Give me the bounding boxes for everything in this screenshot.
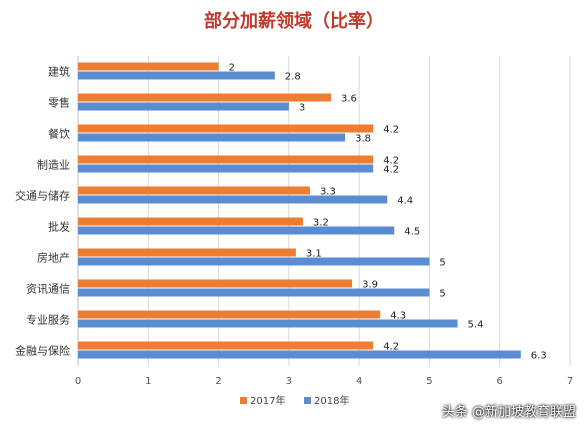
legend: 2017年 2018年	[240, 394, 349, 407]
data-label-2018年-6: 5	[439, 258, 445, 269]
x-tick-labels: 0 1 2 3 4 5 6 7	[75, 376, 573, 387]
category-label-8: 专业服务	[26, 313, 70, 327]
category-label-2: 餐饮	[48, 127, 70, 141]
bar-2018年-3	[78, 164, 374, 173]
x-tick-3: 3	[286, 376, 292, 387]
category-label-7: 资讯通信	[26, 283, 70, 296]
x-tick-2: 2	[215, 376, 221, 387]
category-label-3: 制造业	[37, 158, 70, 172]
x-tick-1: 1	[145, 376, 151, 387]
data-label-2018年-2: 3.8	[355, 134, 371, 145]
data-label-2018年-0: 2.8	[285, 72, 301, 83]
data-label-2017年-8: 4.3	[390, 311, 406, 322]
data-label-2017年-2: 4.2	[383, 125, 399, 136]
data-label-2018年-4: 4.4	[397, 196, 413, 207]
legend-swatch-1	[304, 397, 311, 404]
x-tick-4: 4	[356, 376, 362, 387]
data-label-2017年-6: 3.1	[306, 249, 322, 260]
data-label-2018年-3: 4.2	[383, 165, 399, 176]
bar-2017年-5	[78, 217, 303, 226]
bar-2018年-2	[78, 133, 346, 142]
category-label-4: 交通与储存	[15, 189, 70, 203]
data-label-2017年-4: 3.3	[320, 187, 336, 198]
bar-2017年-3	[78, 155, 374, 164]
data-label-2017年-9: 4.2	[383, 342, 399, 353]
bar-2018年-6	[78, 257, 430, 266]
data-label-2017年-5: 3.2	[313, 218, 329, 229]
bar-2017年-1	[78, 93, 332, 102]
data-label-2017年-1: 3.6	[341, 94, 357, 105]
chart-title: 部分加薪领域（比率）	[204, 10, 384, 32]
x-tick-7: 7	[567, 376, 573, 387]
category-label-1: 零售	[48, 96, 70, 110]
watermark: 头条 @新加坡教育联盟	[441, 405, 576, 420]
bar-2017年-6	[78, 248, 296, 257]
data-label-2018年-7: 5	[439, 289, 445, 300]
data-label-2018年-8: 5.4	[468, 320, 484, 331]
data-label-2018年-9: 6.3	[531, 351, 547, 362]
x-tick-0: 0	[75, 376, 81, 387]
data-label-2017年-3: 4.2	[383, 156, 399, 167]
bar-2018年-7	[78, 288, 430, 297]
bar-2018年-9	[78, 350, 521, 359]
bar-2017年-4	[78, 186, 310, 195]
bar-2017年-7	[78, 279, 353, 288]
legend-label-0: 2017年	[250, 394, 285, 407]
data-label-2017年-7: 3.9	[362, 280, 378, 291]
bars: 22.83.634.23.84.24.23.34.43.24.53.153.95…	[78, 62, 547, 362]
data-label-2017年-0: 2	[229, 63, 235, 74]
bar-2017年-8	[78, 310, 381, 319]
bar-2017年-9	[78, 341, 374, 350]
category-label-9: 金融与保险	[15, 344, 70, 358]
x-tick-5: 5	[426, 376, 432, 387]
data-label-2018年-5: 4.5	[404, 227, 420, 238]
bar-2018年-5	[78, 226, 395, 235]
bar-2017年-0	[78, 62, 219, 71]
bar-2018年-1	[78, 102, 289, 111]
data-label-2018年-1: 3	[299, 103, 305, 114]
bar-2017年-2	[78, 124, 374, 133]
legend-swatch-0	[240, 397, 247, 404]
category-label-5: 批发	[48, 220, 70, 234]
bar-2018年-8	[78, 319, 458, 328]
bar-2018年-0	[78, 71, 275, 80]
category-label-6: 房地产	[37, 251, 70, 265]
category-label-0: 建筑	[48, 65, 70, 79]
legend-label-1: 2018年	[314, 394, 349, 407]
x-tick-6: 6	[497, 376, 503, 387]
bar-2018年-4	[78, 195, 388, 204]
